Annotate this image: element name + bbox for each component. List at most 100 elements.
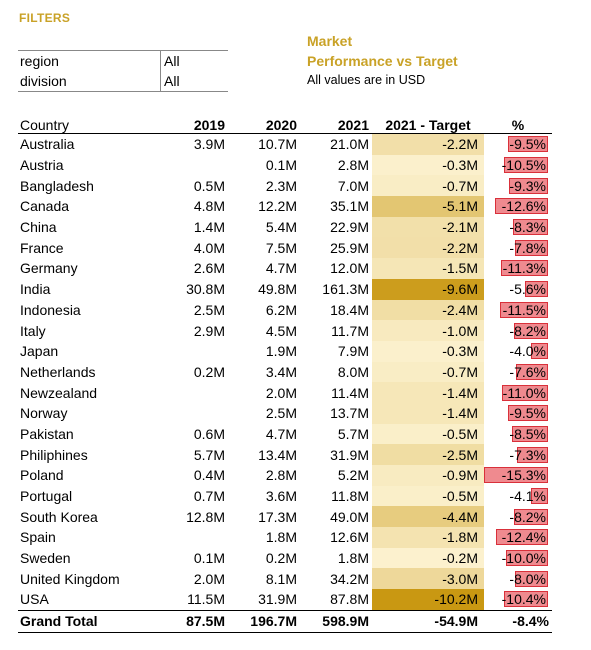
value-2020-cell: 2.0M [265,384,297,401]
country-cell: Canada [20,198,70,215]
target-diff-cell: -2.1M [372,216,484,238]
table-row: Germany 2.6M 4.7M 12.0M -1.5M -11.3% [18,258,552,279]
pct-cell: -8.2% [484,506,552,527]
header-2021[interactable]: 2021 [300,113,372,134]
table-header-row: Country 2019 2020 2021 2021 - Target % [18,113,552,134]
pct-data-bar [512,425,548,442]
header-2019[interactable]: 2019 [158,113,228,134]
pct-data-bar [502,384,548,401]
target-diff-cell: -0.9M [372,465,484,486]
value-2019-cell: 30.8M [186,281,225,298]
value-2021-cell: 34.2M [330,570,369,587]
pct-data-bar [508,136,548,153]
table-row: Pakistan 0.6M 4.7M 5.7M -0.5M -8.5% [18,423,552,445]
target-diff-cell: -2.4M [372,299,484,321]
value-2020-cell: 31.9M [258,591,297,608]
country-cell: USA [20,591,49,608]
value-2021-cell: 87.8M [330,591,369,608]
table-row: Poland 0.4M 2.8M 5.2M -0.9M -15.3% [18,465,552,486]
table-row: Netherlands 0.2M 3.4M 8.0M -0.7M -7.6% [18,361,552,383]
pct-cell: -12.4% [484,527,552,548]
value-2020-cell: 8.1M [265,570,297,587]
value-2020-cell: 0.1M [265,157,297,174]
value-2021-cell: 5.7M [337,425,369,442]
pct-value: -8.0% [509,570,546,587]
value-2019-cell [158,341,228,362]
pct-cell: -7.3% [484,444,552,465]
pct-value: -10.5% [501,157,546,174]
value-2021-cell: 21.0M [330,136,369,153]
filter-panel: region All division All [18,50,228,92]
value-2021-cell: 18.4M [330,301,369,318]
table-row: Norway 2.5M 13.7M -1.4M -9.5% [18,402,552,424]
value-2019-cell: 11.5M [187,591,225,608]
pct-cell: -8.5% [484,424,552,445]
value-2020-cell: 12.2M [258,198,297,215]
value-2021-cell: 11.8M [331,488,369,505]
value-2019-cell: 1.4M [193,219,225,236]
country-cell: Sweden [20,550,71,567]
grand-total-pct: -8.4% [484,609,552,633]
country-cell: Norway [20,405,68,422]
table-row: Japan 1.9M 7.9M -0.3M -4.0% [18,340,552,362]
value-2020-cell: 5.4M [265,219,297,236]
value-2021-cell: 25.9M [330,239,369,256]
pct-cell: -11.3% [484,258,552,279]
value-2019-cell: 0.5M [193,177,225,194]
pct-data-bar [508,405,548,422]
pct-data-bar [514,508,548,525]
country-cell: Poland [20,467,64,484]
value-2019-cell: 2.0M [193,570,225,587]
value-2019-cell [158,403,228,424]
table-row: Bangladesh 0.5M 2.3M 7.0M -0.7M -9.3% [18,175,552,197]
pct-data-bar [504,591,548,608]
value-2019-cell: 2.5M [193,301,225,318]
grand-total-2021: 598.9M [300,609,372,633]
pct-value: -11.3% [502,260,546,277]
header-2021-target[interactable]: 2021 - Target [372,113,484,134]
filter-row-region: region All [18,50,228,71]
target-diff-cell: -1.5M [372,258,484,279]
value-2021-cell: 13.7M [330,405,369,422]
value-2021-cell: 11.4M [331,384,369,401]
table-row: India 30.8M 49.8M 161.3M -9.6M -5.6% [18,278,552,300]
region-filter-select[interactable]: All [160,50,228,71]
pct-cell: -9.5% [484,134,552,155]
value-2020-cell: 49.8M [258,281,297,298]
country-cell: Japan [20,343,59,360]
value-2020-cell: 1.8M [265,529,297,546]
value-2020-cell: 7.5M [265,239,297,256]
target-diff-cell: -0.3M [372,154,484,176]
pct-cell: -10.5% [484,155,552,176]
value-2020-cell: 13.4M [258,446,297,463]
value-2019-cell: 4.8M [193,198,225,215]
filter-row-division: division All [18,71,228,92]
pct-value: -9.5% [509,405,546,422]
pct-data-bar [513,219,548,236]
target-diff-cell: -0.3M [372,340,484,362]
value-2019-cell: 0.6M [193,425,225,442]
performance-table: Country 2019 2020 2021 2021 - Target % A… [18,113,552,633]
pct-value: -10.0% [501,550,546,567]
target-diff-cell: -2.5M [372,444,484,465]
pct-value: -7.3% [509,446,546,463]
country-cell: Netherlands [20,363,96,380]
table-row: Indonesia 2.5M 6.2M 18.4M -2.4M -11.5% [18,299,552,321]
header-country[interactable]: Country [18,113,158,134]
value-2020-cell: 17.3M [258,508,297,525]
country-cell: Newzealand [20,384,98,401]
country-cell: China [20,219,57,236]
filter-label-region: region [18,50,161,71]
header-2020[interactable]: 2020 [228,113,300,134]
division-filter-select[interactable]: All [160,71,228,92]
value-2021-cell: 2.8M [337,157,369,174]
header-pct[interactable]: % [484,113,552,134]
country-cell: Indonesia [20,301,81,318]
value-2021-cell: 35.1M [330,198,369,215]
target-diff-cell: -0.5M [372,485,484,507]
value-2019-cell: 0.2M [193,363,225,380]
target-diff-cell: -10.2M [372,589,484,611]
table-row: Newzealand 2.0M 11.4M -1.4M -11.0% [18,382,552,403]
target-diff-cell: -0.7M [372,361,484,383]
pct-data-bar [515,570,548,587]
